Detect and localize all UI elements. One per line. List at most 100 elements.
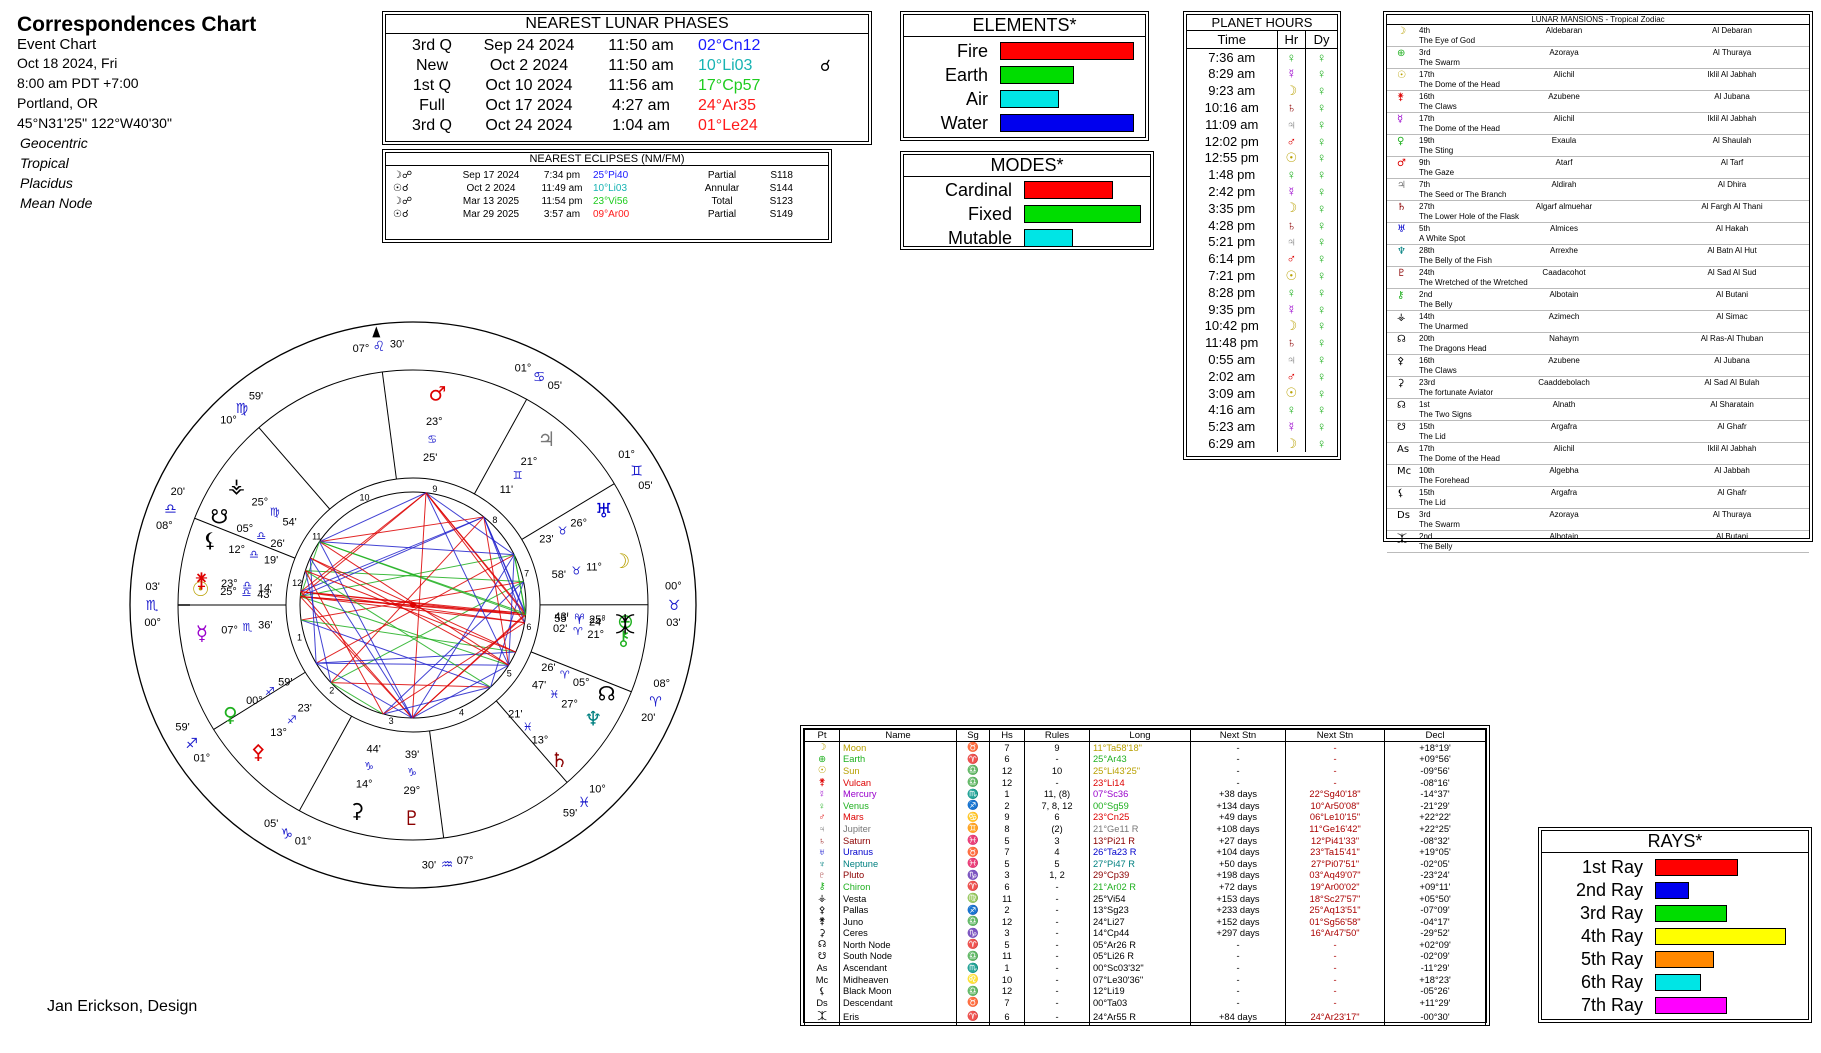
planet-house: 10 — [989, 973, 1025, 986]
mansion-arabic-name: Albotain — [1549, 290, 1579, 299]
mansion-description: The Swarm — [1419, 520, 1460, 529]
planet-name: Black Moon — [839, 985, 957, 998]
eclipse-row: ☽☍ Sep 17 2024 7:34 pm 25°Pi40 Partial S118 — [392, 169, 794, 182]
planet-next-station-pos: 11°Ge16'42" — [1285, 823, 1385, 835]
mansion-traditional-name: Al Thuraya — [1712, 48, 1752, 57]
lunar-mansion-row: ♂ 9th Atarf Al Tarf The Gaze — [1387, 157, 1809, 179]
cusp-sign-glyph: ♋ — [533, 370, 546, 386]
planet-declination: -21°29' — [1384, 799, 1486, 812]
planet-minute: 43' — [554, 611, 568, 623]
planet-next-station-pos: 19°Ar00'02" — [1285, 881, 1385, 893]
mansion-traditional-name: Al Fargh Al Thani — [1701, 202, 1763, 211]
mansion-description: The Swarm — [1419, 58, 1460, 67]
planet-hour-row: 10:42 pm ☽ ♀ — [1187, 317, 1337, 335]
lunar-mansion-row: ☽ 4th Aldebaran Al Debaran The Eye of God — [1387, 25, 1809, 47]
house-cusp-line — [521, 483, 615, 540]
mansion-description: The Belly — [1419, 542, 1453, 551]
mansion-number: 20th — [1419, 334, 1435, 343]
elements-row: Air — [904, 87, 1145, 111]
ray-bar — [1655, 997, 1727, 1014]
mansion-point-glyph: ♄ — [1397, 202, 1406, 213]
mansion-number: 17th — [1419, 114, 1435, 123]
aspect-line — [411, 492, 427, 719]
cusp-degree-label: 00° — [665, 581, 682, 593]
cusp-degree-label: 07° — [353, 343, 370, 355]
eclipse-type: Annular — [704, 183, 740, 194]
planet-row: ⚸ Black Moon ♎ 12-12°Li19- - -05°26' — [804, 985, 1486, 998]
planet-longitude: 24°Li27 — [1089, 915, 1191, 928]
eclipse-row: ☉☌ Oct 2 2024 11:49 am 10°Li03 Annular S144 — [392, 182, 794, 195]
planet-declination: +09°56' — [1384, 753, 1486, 766]
planet-sign: ♎ — [242, 586, 252, 599]
mansion-arabic-name: Alichil — [1553, 70, 1575, 79]
aspect-line — [318, 541, 413, 719]
modes-bars: Cardinal Fixed Mutable — [904, 178, 1150, 250]
lunar-mansion-row: ⚵ 16th Azubene Al Jubana The Claws — [1387, 91, 1809, 113]
aspect-line — [425, 492, 526, 623]
planet-glyph: ⚶ — [228, 474, 245, 498]
cusp-degree-label: 01° — [515, 362, 532, 374]
planet-sign-glyph: ♑ — [956, 869, 990, 882]
planet-next-station-pos: 27°Pi07'51" — [1285, 857, 1385, 870]
hour-ruler-glyph: ♀ — [1277, 283, 1307, 301]
planet-declination: -14°37' — [1384, 788, 1486, 800]
planet-house: 2 — [989, 904, 1025, 916]
planet-longitude: 29°Cp39 — [1089, 869, 1191, 882]
planet-glyph: ☉ — [804, 765, 840, 777]
planet-declination: -02°09' — [1384, 950, 1486, 963]
planet-minute: 36' — [258, 620, 272, 632]
mansion-description: The Dome of the Head — [1419, 454, 1500, 463]
day-ruler-glyph: ♀ — [1316, 100, 1327, 116]
planet-name: Earth — [839, 753, 957, 766]
hour-ruler-glyph: ☽ — [1277, 199, 1307, 217]
planet-minute: 19' — [264, 555, 278, 567]
ray-row: 3rd Ray — [1542, 902, 1808, 925]
planet-next-station-pos: - — [1285, 741, 1385, 754]
cusp-degree-label: 10° — [220, 414, 237, 426]
planet-sign-glyph: ♉ — [956, 741, 990, 754]
planet-minute: 23' — [539, 534, 553, 546]
planet-longitude: 05°Ar26 R — [1089, 939, 1191, 951]
planet-row: ⚵ Vulcan ♎ 12-23°Li14- - -08°16' — [804, 776, 1486, 789]
mansion-number: 4th — [1419, 26, 1431, 35]
planet-house: 11 — [989, 950, 1025, 963]
mansion-description: The Dragons Head — [1419, 344, 1487, 353]
planet-house: 5 — [989, 939, 1025, 951]
planet-name: Vulcan — [839, 776, 957, 789]
planet-name: Pluto — [839, 869, 957, 882]
planet-glyph: ♅ — [595, 498, 613, 522]
planet-longitude: 14°Cp44 — [1089, 927, 1191, 940]
planet-next-station-days: - — [1190, 985, 1286, 998]
mansion-number: 19th — [1419, 136, 1435, 145]
planet-next-station-pos: 23°Ta15'41" — [1285, 846, 1385, 858]
planet-glyph: ♄ — [804, 834, 840, 847]
mansion-description: The Claws — [1419, 102, 1457, 111]
lunar-phases-table: 3rd Q Sep 24 2024 11:50 am 02°Cn12 New Oct 2 … — [396, 36, 846, 136]
phase-time: 11:50 am — [608, 37, 674, 54]
planet-sign-glyph: ♈ — [956, 939, 990, 951]
planet-next-station-pos: 10°Ar50'08" — [1285, 799, 1385, 812]
mansion-point-glyph: ♅ — [1397, 224, 1406, 235]
mansion-point-glyph: ☊ — [1397, 334, 1406, 345]
planet-hours-header: Time Hr Dy — [1187, 31, 1337, 49]
aspect-line — [316, 662, 509, 666]
planet-glyph: ☿ — [196, 621, 208, 645]
eclipse-position: 10°Li03 — [593, 183, 628, 194]
cusp-degree-label: 08° — [156, 520, 173, 532]
planet-hour-row: 12:02 pm ♂ ♀ — [1187, 132, 1337, 150]
planet-row: ⯰ Eris ♈ 6-24°Ar55 R +84 days 24°Ar23'17" -00°… — [804, 1008, 1486, 1025]
planet-hours-title: PLANET HOURS — [1187, 15, 1337, 31]
planet-next-station-days: +297 days — [1190, 927, 1286, 940]
ray-label: 7th Ray — [1580, 995, 1643, 1015]
ray-row: 7th Ray — [1542, 994, 1808, 1017]
cusp-sign-glyph: ♉ — [668, 598, 681, 614]
mansion-point-glyph: ⚴ — [1397, 356, 1405, 367]
planet-house: 3 — [989, 869, 1025, 882]
planet-sign: ♎ — [249, 548, 259, 561]
ray-bar — [1655, 951, 1715, 968]
planet-sign: ♉ — [571, 564, 581, 577]
house-number: 12 — [292, 578, 302, 588]
mansion-point-glyph: ⯰ — [1397, 534, 1408, 545]
aspect-line — [309, 557, 317, 664]
planet-glyph: ☊ — [598, 682, 616, 706]
